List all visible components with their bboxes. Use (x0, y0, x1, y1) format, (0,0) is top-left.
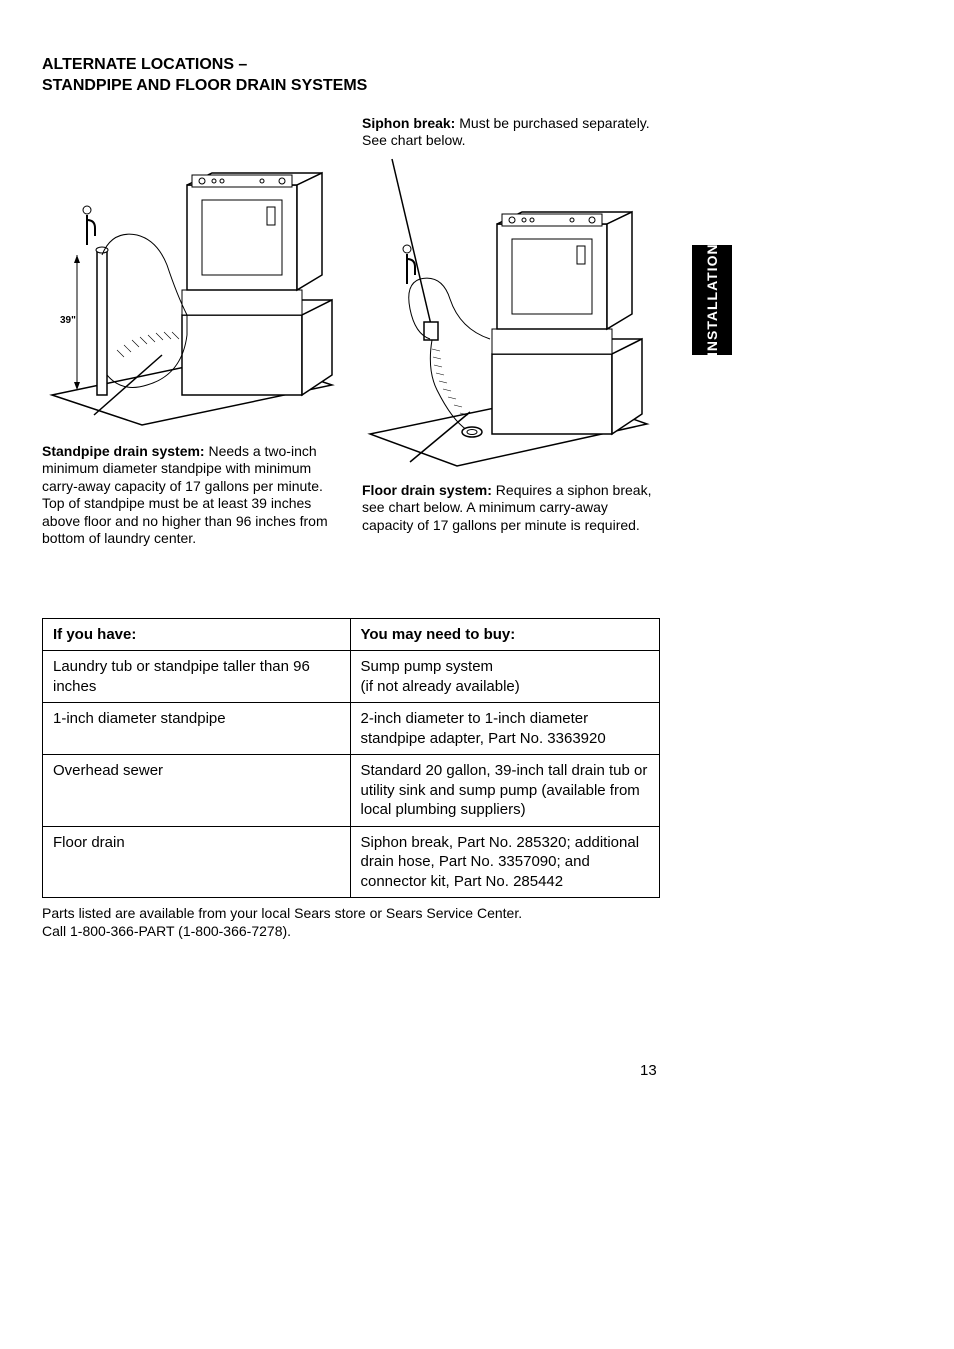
section-heading: ALTERNATE LOCATIONS – STANDPIPE AND FLOO… (42, 55, 662, 97)
table-cell: 2-inch diameter to 1-inch diameter stand… (350, 703, 660, 755)
floor-drain-caption: Floor drain system: Requires a siphon br… (362, 482, 652, 535)
standpipe-dim-label: 39" (60, 315, 76, 326)
standpipe-diagram: 39" (42, 115, 342, 435)
page-number: 13 (640, 1062, 657, 1079)
table-row: Laundry tub or standpipe taller than 96 … (43, 651, 660, 703)
table-cell: 1-inch diameter standpipe (43, 703, 351, 755)
table-cell: Standard 20 gallon, 39-inch tall drain t… (350, 755, 660, 827)
floor-caption-label: Floor drain system: (362, 482, 492, 498)
parts-footnote: Parts listed are available from your loc… (42, 904, 662, 940)
section-tab-installation: INSTALLATION (692, 245, 732, 355)
footnote-line-2: Call 1-800-366-PART (1-800-366-7278). (42, 923, 291, 939)
table-cell: Sump pump system (if not already availab… (350, 651, 660, 703)
table-row: 1-inch diameter standpipe 2-inch diamete… (43, 703, 660, 755)
table-header-1: If you have: (43, 618, 351, 651)
parts-table: If you have: You may need to buy: Laundr… (42, 618, 660, 899)
heading-line-1: ALTERNATE LOCATIONS – (42, 56, 247, 73)
tab-label: INSTALLATION (704, 244, 720, 357)
standpipe-caption: Standpipe drain system: Needs a two-inch… (42, 443, 342, 548)
siphon-break-label: Siphon break: (362, 115, 455, 131)
standpipe-caption-label: Standpipe drain system: (42, 443, 205, 459)
table-row: Floor drain Siphon break, Part No. 28532… (43, 826, 660, 898)
floor-drain-diagram (362, 154, 652, 474)
heading-line-2: STANDPIPE AND FLOOR DRAIN SYSTEMS (42, 77, 367, 94)
footnote-line-1: Parts listed are available from your loc… (42, 905, 522, 921)
siphon-break-note: Siphon break: Must be purchased separate… (362, 115, 652, 150)
table-header-2: You may need to buy: (350, 618, 660, 651)
table-cell: Laundry tub or standpipe taller than 96 … (43, 651, 351, 703)
table-cell: Siphon break, Part No. 285320; additiona… (350, 826, 660, 898)
table-cell: Floor drain (43, 826, 351, 898)
table-cell: Overhead sewer (43, 755, 351, 827)
table-row: Overhead sewer Standard 20 gallon, 39-in… (43, 755, 660, 827)
